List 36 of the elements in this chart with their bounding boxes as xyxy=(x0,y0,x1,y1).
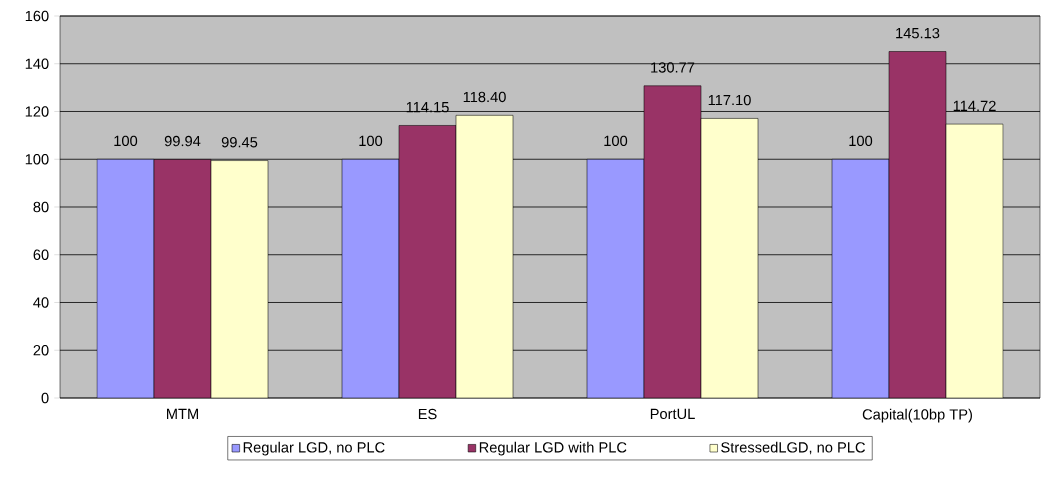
data-label: 117.10 xyxy=(708,94,751,106)
legend-label: Regular LGD with PLC xyxy=(479,441,627,456)
data-label: 100 xyxy=(849,135,873,147)
x-tick-label: MTM xyxy=(167,408,198,419)
bar xyxy=(643,85,702,398)
y-tick-label: 60 xyxy=(33,249,49,260)
bar xyxy=(210,160,269,398)
legend-label: StressedLGD, no PLC xyxy=(721,441,865,455)
x-tick-label: Capital(10bp TP) xyxy=(862,408,972,423)
y-tick-label: 100 xyxy=(25,154,49,165)
data-label: 100 xyxy=(114,135,138,147)
y-tick-label: 0 xyxy=(41,392,49,404)
y-tick-label: 20 xyxy=(33,345,49,356)
y-tick-label: 140 xyxy=(25,58,49,69)
data-label: 130.77 xyxy=(651,62,695,73)
y-tick-label: 120 xyxy=(25,106,49,117)
data-label: 99.94 xyxy=(164,135,201,147)
bar xyxy=(945,123,1004,398)
bar xyxy=(398,125,457,398)
data-label: 100 xyxy=(359,135,383,147)
data-label: 145.13 xyxy=(896,27,940,39)
data-label: 118.40 xyxy=(463,91,506,103)
data-label: 114.15 xyxy=(406,102,449,113)
legend-label: Regular LGD, no PLC xyxy=(243,441,385,456)
y-tick-label: 160 xyxy=(25,10,49,22)
data-label: 99.45 xyxy=(221,137,258,148)
data-label: 100 xyxy=(604,135,628,147)
bar xyxy=(888,51,947,398)
x-tick-label: ES xyxy=(418,408,437,420)
bar xyxy=(455,115,514,398)
y-tick-label: 80 xyxy=(33,201,49,213)
x-tick-label: PortUL xyxy=(650,408,695,420)
bar xyxy=(700,118,759,398)
bar xyxy=(153,159,212,398)
data-label: 114.72 xyxy=(953,100,996,111)
y-tick-label: 40 xyxy=(33,297,49,308)
